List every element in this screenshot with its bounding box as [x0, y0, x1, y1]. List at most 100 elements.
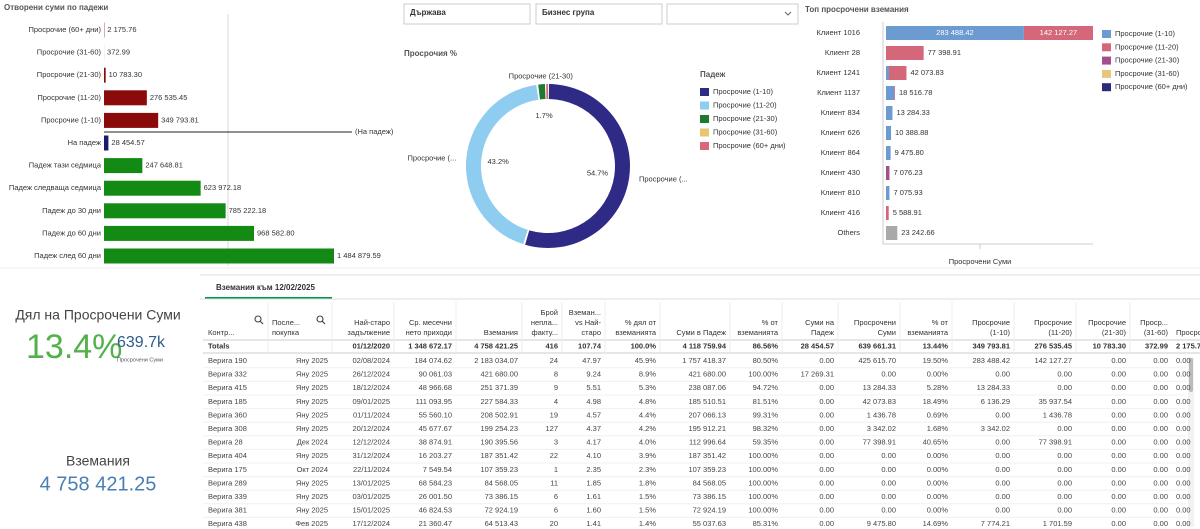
donut-segment	[525, 84, 630, 248]
category-label: Просрочие (1-10)	[41, 115, 102, 124]
table-cell: Яну 2025	[296, 397, 328, 406]
table-cell: 4.10	[586, 451, 601, 460]
dropdown[interactable]	[666, 3, 799, 25]
table-cell: 0.00%	[927, 370, 949, 379]
column-header: (1-10)	[990, 328, 1011, 337]
bar-segment	[888, 66, 907, 80]
filter-label[interactable]: Държава	[410, 8, 446, 17]
table-cell: 18/12/2024	[352, 383, 390, 392]
table-cell: 4.98	[586, 397, 601, 406]
scrollbar-thumb[interactable]	[1189, 358, 1193, 392]
totals-cell: 13.44%	[923, 341, 949, 350]
column-header: Падеж	[811, 328, 834, 337]
table-cell: 11	[550, 478, 558, 487]
totals-cell: 1 348 672.17	[408, 341, 452, 350]
bar	[104, 135, 109, 151]
table-cell: 5.3%	[639, 383, 656, 392]
totals-cell: 107.74	[578, 341, 602, 350]
legend-label: Просрочие (21-30)	[713, 114, 778, 123]
chart-title: Топ просрочени вземания	[805, 5, 909, 14]
table-cell: 17 269.31	[801, 370, 834, 379]
table-cell: 0.00	[995, 465, 1010, 474]
filter-box[interactable]	[403, 3, 531, 25]
table-cell: 90 061.03	[419, 370, 452, 379]
total-label: 5 588.91	[893, 208, 922, 217]
table-cell: 0.00	[1111, 356, 1126, 365]
table-cell: 0.00	[1111, 478, 1126, 487]
table-cell: 1.5%	[639, 506, 656, 515]
legend-swatch	[1102, 56, 1111, 65]
table-cell: 0.00	[1153, 356, 1168, 365]
table-cell: 55 037.63	[693, 519, 726, 528]
table-cell: 1	[554, 465, 558, 474]
value-label: 247 648.81	[145, 161, 183, 170]
table-cell: 0.00	[881, 451, 896, 460]
table-cell: 18.49%	[923, 397, 949, 406]
table-cell: 16 203.27	[419, 451, 452, 460]
table-cell: 0.00	[995, 451, 1010, 460]
bar	[104, 90, 147, 106]
table-cell: 4.2%	[639, 424, 656, 433]
category-label: На падеж	[68, 138, 101, 147]
table-cell: 0.00	[1153, 370, 1168, 379]
table-cell: 01/11/2024	[353, 410, 390, 419]
value-label: 54.7%	[587, 168, 609, 177]
table-cell: 77 398.91	[1039, 438, 1072, 447]
table-cell: 9.24	[586, 370, 601, 379]
table-cell: 1.60	[586, 506, 601, 515]
table-cell: 4.37	[586, 424, 601, 433]
table-cell: 100.00%	[748, 451, 778, 460]
column-header: (21-30)	[1102, 328, 1127, 337]
bar	[104, 67, 106, 83]
category-label: Падеж тази седмица	[29, 161, 102, 170]
table-cell: 195 912.21	[688, 424, 726, 433]
category-label: Клиент 1137	[817, 88, 860, 97]
column-header: непла...	[531, 318, 558, 327]
table-cell: 0.00	[1153, 451, 1168, 460]
category-label: Клиент 416	[821, 208, 860, 217]
table-cell: 0.00	[881, 370, 896, 379]
table-cell: 0.00	[1111, 519, 1126, 528]
category-label: Падеж следваща седмица	[9, 183, 102, 192]
table-cell: Яну 2025	[296, 451, 328, 460]
table-cell: 238 087.06	[688, 383, 726, 392]
table-cell: 6 136.29	[981, 397, 1010, 406]
table-cell: 107 359.23	[688, 465, 726, 474]
legend-swatch	[700, 128, 709, 137]
table-cell: 84 568.05	[693, 478, 726, 487]
search-icon	[321, 320, 326, 325]
filter-label[interactable]: Бизнес група	[542, 8, 595, 17]
table-cell: 100.00%	[748, 492, 778, 501]
table-cell: 5.28%	[927, 383, 949, 392]
table-cell: 127	[545, 424, 558, 433]
category-label: Просрочие (60+ дни)	[28, 25, 101, 34]
table-cell: 19	[550, 410, 558, 419]
table-cell: Верига 438	[208, 519, 247, 528]
table-cell: Яну 2025	[296, 356, 328, 365]
table-cell: 2.35	[586, 465, 601, 474]
value-label: 10 783.30	[109, 70, 142, 79]
column-header: % от	[762, 318, 779, 327]
value-label: 968 582.80	[257, 228, 295, 237]
table-cell: 142 127.27	[1034, 356, 1072, 365]
scrollbar-track[interactable]	[1188, 357, 1194, 527]
search-icon[interactable]	[316, 315, 324, 323]
table-cell: 187 351.42	[688, 451, 726, 460]
table-cell: 13 284.33	[863, 383, 896, 392]
table-cell: 0.00	[819, 383, 834, 392]
table-cell: Яну 2025	[296, 492, 328, 501]
legend-swatch	[1102, 69, 1111, 78]
table-cell: 2.3%	[639, 465, 656, 474]
table-cell: 24	[550, 356, 558, 365]
tab-label[interactable]: Вземания към 12/02/2025	[216, 283, 315, 292]
filter-box[interactable]	[535, 3, 663, 25]
column-header: Контр...	[208, 328, 235, 337]
table-cell: 20/12/2024	[352, 424, 390, 433]
total-label: 42 073.83	[910, 68, 943, 77]
table-cell: 7 774.21	[981, 519, 1010, 528]
table-cell: 68 584.23	[419, 478, 452, 487]
search-icon[interactable]	[254, 315, 262, 323]
table-cell: 0.00	[1176, 451, 1191, 460]
